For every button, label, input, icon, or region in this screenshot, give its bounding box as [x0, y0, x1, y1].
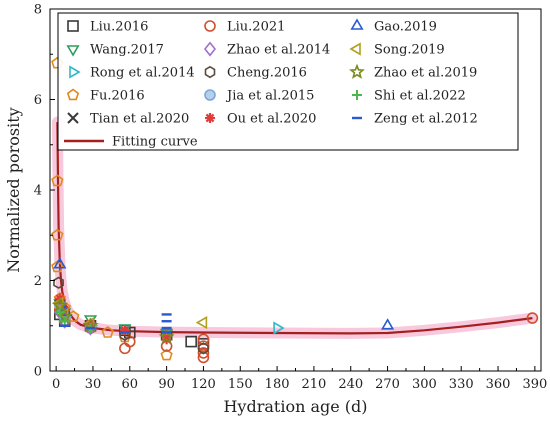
legend-entry-cheng-2016: Cheng.2016 — [204, 65, 307, 81]
legend-entry-gao-2019: Gao.2019 — [350, 18, 437, 35]
data-point — [101, 326, 114, 338]
legend-label: Zeng et al.2012 — [374, 112, 478, 127]
legend-label: Liu.2016 — [90, 20, 148, 35]
x-tick-label: 150 — [228, 377, 253, 392]
legend-marker — [349, 42, 361, 56]
legend-entry-song-2019: Song.2019 — [349, 42, 445, 58]
x-tick-label: 90 — [158, 377, 175, 392]
data-point — [158, 328, 175, 344]
legend-marker — [66, 88, 80, 101]
fitting-curve-layer — [56, 122, 533, 335]
legend-entry-wang-2017: Wang.2017 — [66, 43, 164, 58]
x-tick-label: 390 — [522, 377, 547, 392]
x-tick-label: 240 — [338, 377, 363, 392]
legend-label: Fitting curve — [112, 135, 198, 150]
legend-entry-zhao-et-al-2014: Zhao et al.2014 — [203, 41, 330, 58]
legend-label: Shi et al.2022 — [374, 89, 466, 104]
data-point — [197, 351, 210, 364]
fitting-curve-band — [51, 116, 538, 339]
data-point — [119, 342, 131, 355]
legend-marker — [349, 63, 365, 79]
y-axis-label: Normalized porosity — [4, 107, 23, 272]
legend-marker — [69, 65, 81, 79]
legend-label: Jia et al.2015 — [225, 89, 314, 104]
axis-ticks: 0 30 60 90 120 150 180 210 240 270 300 330 360 390 0 2 4… — [34, 3, 548, 393]
legend-label: Cheng.2016 — [227, 66, 307, 81]
y-tick-label: 4 — [34, 184, 42, 199]
x-tick-label: 60 — [122, 377, 139, 392]
data-point — [51, 174, 64, 187]
legend-entry-tian-et-al-2020: Tian et al.2020 — [67, 112, 189, 127]
legend-marker — [352, 90, 362, 100]
data-point — [526, 312, 539, 324]
legend-entry-ou-et-al-2020: Ou et al.2020 — [205, 112, 316, 127]
data-point — [51, 260, 64, 273]
x-tick-label: 300 — [412, 377, 437, 392]
fitting-band-layer — [51, 116, 538, 339]
data-point — [197, 333, 210, 346]
legend-marker — [66, 45, 80, 57]
legend-marker — [204, 65, 216, 79]
legend-box — [57, 12, 519, 151]
data-point — [381, 318, 395, 330]
y-tick-label: 0 — [34, 365, 42, 380]
legend-entry-jia-et-al-2015: Jia et al.2015 — [204, 89, 314, 104]
legend-label: Fu.2016 — [90, 89, 145, 104]
legend-label: Zhao et al.2014 — [227, 43, 330, 58]
fitting-curve-line — [56, 122, 533, 335]
series-gao-2019 — [53, 257, 395, 330]
data-point — [198, 342, 209, 355]
legend-label: Gao.2019 — [374, 20, 437, 35]
legend: Liu.2016 Wang.2017 Rong et al.2014 Fu.2016 T… — [57, 12, 519, 151]
x-tick-label: 270 — [375, 377, 400, 392]
data-point — [119, 325, 130, 336]
data-point — [185, 335, 197, 348]
data-point — [273, 321, 285, 335]
legend-entry-liu-2016: Liu.2016 — [67, 20, 148, 35]
data-point — [51, 228, 64, 241]
legend-entry-rong-et-al-2014: Rong et al.2014 — [69, 65, 195, 81]
data-point — [53, 257, 67, 269]
legend-marker — [203, 41, 217, 57]
legend-entry-zhao-et-al-2019: Zhao et al.2019 — [349, 63, 477, 81]
legend-marker — [67, 112, 79, 124]
x-tick-label: 120 — [191, 377, 216, 392]
legend-entry-fu-2016: Fu.2016 — [66, 88, 145, 104]
x-tick-label: 30 — [85, 377, 102, 392]
legend-label: Liu.2021 — [227, 20, 285, 35]
legend-entry-liu-2021: Liu.2021 — [204, 20, 285, 35]
legend-label: Zhao et al.2019 — [374, 66, 477, 81]
x-tick-label: 180 — [265, 377, 290, 392]
x-tick-label: 330 — [449, 377, 474, 392]
x-tick-label: 0 — [52, 377, 60, 392]
data-point — [54, 307, 65, 318]
x-tick-label: 210 — [301, 377, 326, 392]
legend-label: Wang.2017 — [90, 43, 164, 58]
legend-label: Ou et al.2020 — [227, 112, 316, 127]
legend-label: Rong et al.2014 — [90, 66, 195, 81]
x-tick-label: 360 — [486, 377, 511, 392]
data-point — [160, 348, 173, 361]
legend-marker — [67, 20, 79, 32]
y-tick-label: 6 — [34, 93, 42, 108]
y-tick-label: 8 — [34, 3, 42, 18]
y-tick-label: 2 — [34, 274, 42, 289]
data-points-layer — [51, 56, 539, 364]
legend-entry-shi-et-al-2022: Shi et al.2022 — [352, 89, 466, 104]
legend-marker — [205, 113, 215, 123]
series-zeng-et-al-2012 — [59, 313, 172, 334]
legend-label: Song.2019 — [374, 43, 445, 58]
legend-marker — [204, 89, 216, 101]
data-point — [197, 347, 210, 359]
legend-entry-zeng-et-al-2012: Zeng et al.2012 — [352, 112, 478, 127]
legend-marker — [204, 20, 216, 32]
legend-entry-fitting-curve: Fitting curve — [64, 135, 198, 150]
legend-marker — [350, 18, 364, 30]
legend-label: Tian et al.2020 — [90, 112, 189, 127]
x-axis-label: Hydration age (d) — [223, 397, 367, 416]
data-point — [195, 316, 208, 330]
